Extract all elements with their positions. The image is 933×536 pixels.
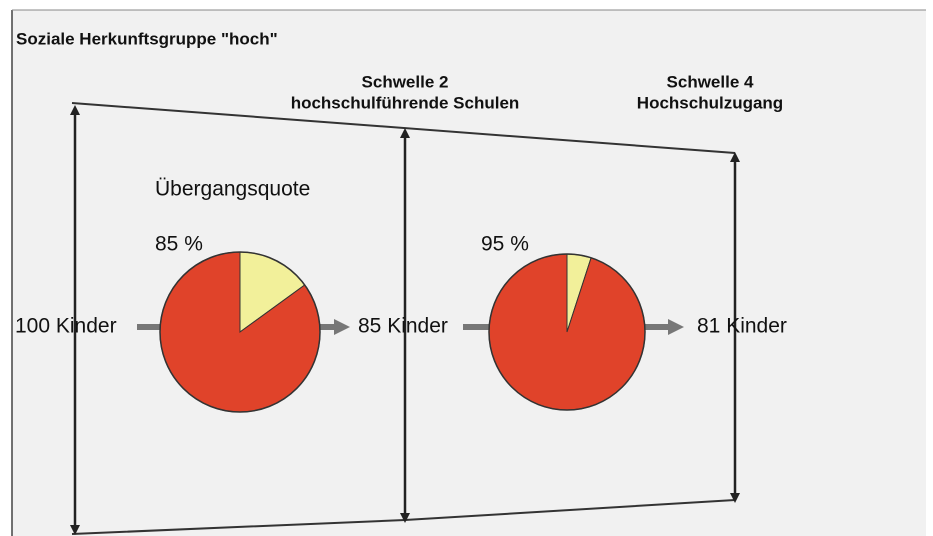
pie-outline [488,253,646,411]
pie-outline [159,251,321,413]
title: Soziale Herkunftsgruppe "hoch" [16,29,278,48]
stage-label: 85 Kinder [358,315,448,338]
pies [159,251,646,413]
threshold-name: Schwelle 2 [362,72,449,91]
pie-slice-rate [488,253,646,411]
rate-label: Übergangsquote [155,178,310,201]
stage-label: 100 Kinder [15,315,117,338]
pie-label: 85 % [155,233,203,256]
threshold-subtitle: Hochschulzugang [637,93,783,112]
panel [12,10,926,536]
pie-label: 95 % [481,233,529,256]
threshold-name: Schwelle 4 [667,72,754,91]
stage-label: 81 Kinder [697,315,787,338]
threshold-subtitle: hochschulführende Schulen [291,93,520,112]
